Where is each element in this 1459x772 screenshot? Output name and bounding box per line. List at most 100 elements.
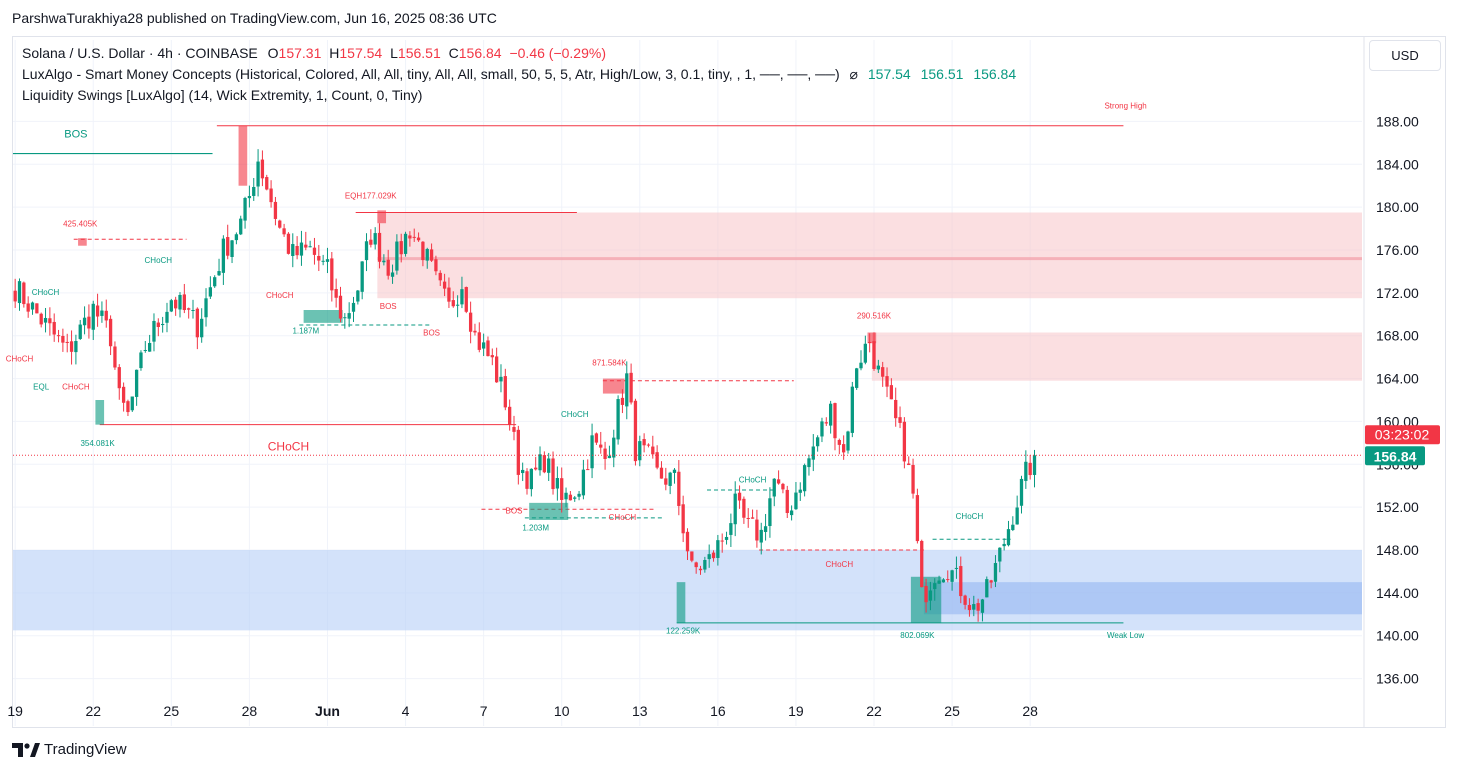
candle-down	[69, 341, 74, 352]
smc-label: EQH	[345, 192, 363, 201]
candle-up	[521, 469, 525, 474]
y-tick-label: 180.00	[1376, 199, 1419, 215]
smc-label: 1.203M	[522, 524, 549, 533]
candle-down	[746, 517, 750, 519]
countdown-badge	[1365, 425, 1440, 445]
candle-up	[178, 294, 182, 310]
tradingview-brand[interactable]: TradingView	[12, 741, 127, 758]
candle-up	[993, 563, 998, 582]
candle-down	[868, 341, 872, 344]
candle-up	[937, 580, 941, 584]
candle-up	[998, 547, 1002, 562]
y-tick-label: 148.00	[1376, 542, 1419, 558]
candle-up	[820, 421, 824, 437]
ohlc-close-value: 156.84	[458, 45, 502, 61]
y-tick-label: 172.00	[1376, 285, 1419, 301]
candle-down	[386, 259, 390, 276]
smc-label: CHoCH	[609, 513, 637, 522]
candle-down	[39, 313, 43, 325]
candle-down	[560, 478, 564, 500]
liquidity-block	[867, 332, 877, 344]
candle-up	[759, 529, 763, 543]
candle-down	[750, 517, 755, 519]
currency-button[interactable]: USD	[1369, 40, 1441, 71]
smc-label: CHoCH	[826, 560, 854, 569]
smc-label: 802.069K	[900, 631, 935, 640]
candle-down	[534, 467, 538, 470]
candle-up	[763, 526, 768, 532]
candle-up	[455, 304, 460, 306]
symbol-title[interactable]: Solana / U.S. Dollar · 4h · COINBASE	[22, 45, 258, 61]
candle-down	[642, 439, 646, 446]
candle-up	[147, 342, 152, 352]
x-tick-label: 10	[554, 703, 570, 719]
liquidity-block	[78, 238, 87, 246]
candle-up	[789, 510, 794, 516]
candle-down	[894, 399, 898, 419]
candle-down	[286, 233, 291, 254]
candle-up	[625, 373, 629, 407]
candle-down	[659, 467, 664, 479]
smc-label: 354.081K	[80, 439, 115, 448]
symbol-legend-row: Solana / U.S. Dollar · 4h · COINBASE O15…	[22, 45, 606, 61]
x-tick-label: Jun	[315, 703, 340, 719]
candle-down	[486, 340, 490, 357]
indicator-smc-value: 156.51	[920, 66, 964, 82]
zone-demand2	[923, 582, 1362, 615]
candle-down	[195, 308, 199, 338]
candles	[13, 149, 1037, 622]
liquidity-block	[377, 210, 387, 224]
candle-up	[343, 317, 347, 319]
x-tick-label: 28	[1022, 703, 1038, 719]
candle-down	[61, 335, 65, 343]
candle-up	[17, 281, 22, 304]
candle-down	[620, 397, 625, 405]
candle-down	[304, 244, 308, 248]
smc-label: CHoCH	[956, 512, 984, 521]
candle-up	[581, 469, 586, 496]
candle-up	[291, 244, 295, 256]
candle-up	[1032, 455, 1037, 475]
indicator-liquidity-title[interactable]: Liquidity Swings [LuxAlgo] (14, Wick Ext…	[22, 87, 423, 103]
liquidity-block	[529, 502, 569, 520]
indicator-smc-value: 157.54	[867, 66, 911, 82]
candle-down	[842, 444, 846, 453]
candle-up	[716, 540, 720, 558]
candle-down	[711, 552, 716, 559]
candle-down	[278, 220, 282, 228]
candle-down	[776, 479, 781, 484]
candle-up	[985, 579, 989, 598]
candle-down	[963, 595, 967, 605]
liquidity-block	[238, 125, 248, 186]
candle-up	[139, 352, 143, 369]
smc-label: 290.516K	[857, 312, 892, 321]
candle-down	[416, 237, 421, 241]
y-tick-label: 176.00	[1376, 242, 1419, 258]
smc-label: CHoCH	[739, 476, 767, 485]
published-by-line: ParshwaTurakhiya28 published on TradingV…	[12, 10, 497, 26]
candle-down	[473, 330, 477, 333]
smc-label: 177.029K	[362, 192, 397, 201]
indicator-legend-row-2: Liquidity Swings [LuxAlgo] (14, Wick Ext…	[22, 87, 422, 103]
candle-down	[317, 255, 321, 261]
indicator-smc-title[interactable]: LuxAlgo - Smart Money Concepts (Historic…	[22, 66, 840, 82]
candle-up	[638, 441, 642, 461]
liquidity-block	[676, 582, 686, 623]
candle-down	[677, 471, 681, 506]
candle-down	[837, 439, 841, 445]
candle-up	[43, 317, 48, 323]
ohlc-close-label: C	[448, 45, 459, 61]
candle-down	[881, 367, 885, 377]
candle-up	[308, 246, 312, 248]
candle-down	[603, 448, 607, 459]
candle-down	[889, 385, 894, 400]
candle-down	[22, 282, 26, 305]
candle-down	[464, 287, 468, 312]
x-tick-label: 19	[788, 703, 804, 719]
smc-label: BOS	[64, 129, 87, 141]
candle-down	[781, 483, 785, 490]
ohlc-low-value: 156.51	[397, 45, 441, 61]
candle-down	[260, 159, 265, 179]
candle-up	[373, 233, 377, 245]
